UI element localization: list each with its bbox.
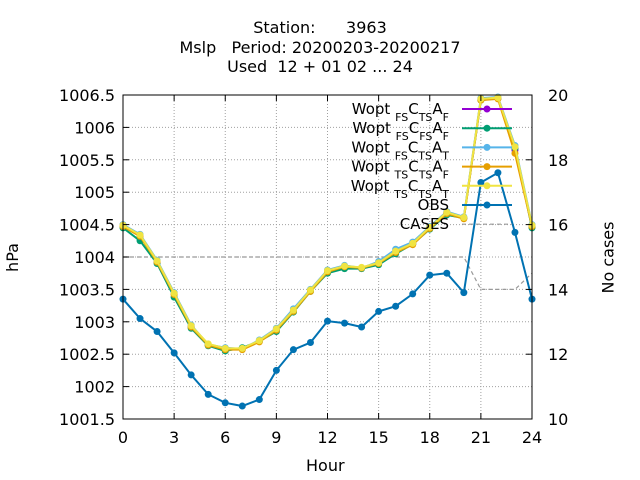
data-point-obs — [204, 390, 212, 398]
x-axis-title: Hour — [306, 456, 345, 475]
data-point-wopt_ts_cts_at — [443, 208, 451, 216]
legend-label-wopt_fs_cts_at: Wopt FSCTSAT — [351, 138, 449, 162]
y-tick-label: 1003.5 — [59, 280, 115, 299]
x-tick-label: 18 — [420, 428, 440, 447]
plot-border — [122, 94, 533, 420]
chart-title-line-2: Mslp Period: 20200203-20200217 — [179, 38, 461, 57]
y-tick-label: 1006.5 — [59, 86, 115, 105]
legend-label-obs: OBS — [418, 196, 449, 214]
legend-marker-wopt_fs_cts_at — [483, 143, 491, 151]
data-point-obs — [375, 307, 383, 315]
data-point-obs — [409, 290, 417, 298]
cases-series — [123, 256, 533, 290]
legend-label-wopt_fs_cts_af: Wopt FSCTSAF — [352, 100, 449, 124]
y-tick-label: 1002 — [74, 378, 115, 397]
x-tick-label: 0 — [118, 428, 128, 447]
x-tick-label: 9 — [271, 428, 281, 447]
y2-tick-label: 18 — [548, 151, 568, 170]
y2-tick-label: 14 — [548, 280, 568, 299]
legend-label-cases: CASES — [400, 215, 449, 233]
data-point-wopt_ts_cts_at — [392, 247, 400, 255]
data-point-wopt_ts_cts_at — [460, 213, 468, 221]
data-point-wopt_ts_cts_at — [324, 267, 331, 275]
y-tick-label: 1005.5 — [59, 151, 115, 170]
data-point-obs — [170, 349, 178, 357]
y-tick-label: 1006 — [74, 118, 115, 137]
y-tick-label: 1001.5 — [59, 410, 115, 429]
data-point-wopt_ts_cts_at — [511, 143, 519, 151]
y2-tick-label: 10 — [548, 410, 568, 429]
data-point-obs — [306, 339, 314, 347]
data-point-wopt_ts_cts_at — [221, 344, 229, 352]
data-point-obs — [494, 169, 502, 177]
y-tick-label: 1003 — [74, 313, 115, 332]
data-point-wopt_ts_cts_at — [358, 263, 366, 271]
data-point-wopt_ts_cts_at — [255, 337, 263, 345]
chart-title-line-3: Used 12 + 01 02 ... 24 — [227, 57, 413, 76]
x-tick-label: 15 — [368, 428, 388, 447]
data-point-obs — [238, 402, 246, 410]
y-tick-label: 1004 — [74, 248, 115, 267]
data-point-obs — [289, 346, 297, 354]
legend-label-wopt_fs_cfs_af: Wopt FSCFSAF — [352, 119, 449, 143]
tick-labels: 1001.510021002.510031003.510041004.51005… — [59, 86, 568, 447]
data-point-wopt_ts_cts_at — [238, 344, 246, 352]
data-point-obs — [511, 228, 519, 236]
data-point-wopt_ts_cts_at — [153, 257, 161, 265]
data-point-obs — [324, 317, 331, 325]
y-tick-label: 1002.5 — [59, 345, 115, 364]
data-point-wopt_ts_cts_at — [426, 223, 434, 231]
data-point-obs — [477, 178, 485, 186]
legend-label-wopt_ts_cts_af: Wopt TSCTSAF — [351, 158, 449, 182]
legend-marker-wopt_fs_cfs_af — [483, 124, 491, 132]
data-point-obs — [221, 399, 229, 407]
series-lines — [119, 93, 536, 410]
y2-tick-label: 12 — [548, 345, 568, 364]
data-point-wopt_ts_cts_at — [187, 322, 195, 330]
data-point-obs — [460, 289, 468, 297]
data-point-obs — [358, 323, 366, 331]
data-point-wopt_ts_cts_at — [204, 340, 212, 348]
data-point-obs — [341, 319, 349, 327]
chart-title-line-1: Station: 3963 — [253, 18, 387, 37]
y-tick-label: 1004.5 — [59, 216, 115, 235]
data-point-wopt_ts_cts_at — [170, 289, 178, 297]
x-tick-label: 12 — [317, 428, 337, 447]
legend-label-wopt_ts_cts_at: Wopt TSCTSAT — [351, 177, 449, 201]
legend-marker-wopt_fs_cts_af — [483, 105, 491, 113]
data-point-wopt_ts_cts_at — [289, 306, 297, 314]
data-point-obs — [255, 396, 263, 404]
data-point-obs — [272, 366, 280, 374]
data-point-wopt_ts_cts_at — [306, 286, 314, 294]
data-point-wopt_ts_cts_at — [136, 231, 144, 239]
legend-marker-wopt_ts_cts_at — [483, 182, 491, 190]
data-point-obs — [443, 269, 451, 277]
y-axis-title: hPa — [2, 243, 22, 272]
data-point-wopt_ts_cts_at — [409, 239, 417, 247]
data-point-wopt_ts_cts_at — [375, 259, 383, 267]
legend-marker-wopt_ts_cts_af — [483, 163, 491, 171]
data-point-obs — [136, 315, 144, 323]
data-point-obs — [392, 302, 400, 310]
legend-marker-obs — [483, 201, 491, 209]
y2-tick-label: 20 — [548, 86, 568, 105]
x-tick-label: 21 — [471, 428, 491, 447]
x-tick-label: 24 — [522, 428, 542, 447]
y-tick-label: 1005 — [74, 183, 115, 202]
axes — [122, 94, 533, 420]
series-line-wopt_ts_cts_at — [122, 96, 533, 350]
data-point-obs — [187, 371, 195, 379]
y2-axis-title: No cases — [598, 221, 618, 294]
y2-tick-label: 16 — [548, 216, 568, 235]
data-point-wopt_ts_cts_at — [272, 325, 280, 333]
data-point-obs — [426, 271, 434, 279]
data-point-wopt_ts_cts_at — [494, 94, 502, 102]
data-point-wopt_ts_cts_at — [341, 262, 349, 270]
x-tick-label: 3 — [169, 428, 179, 447]
series-line-cases — [123, 256, 533, 290]
data-point-obs — [153, 328, 161, 336]
x-tick-label: 6 — [220, 428, 230, 447]
